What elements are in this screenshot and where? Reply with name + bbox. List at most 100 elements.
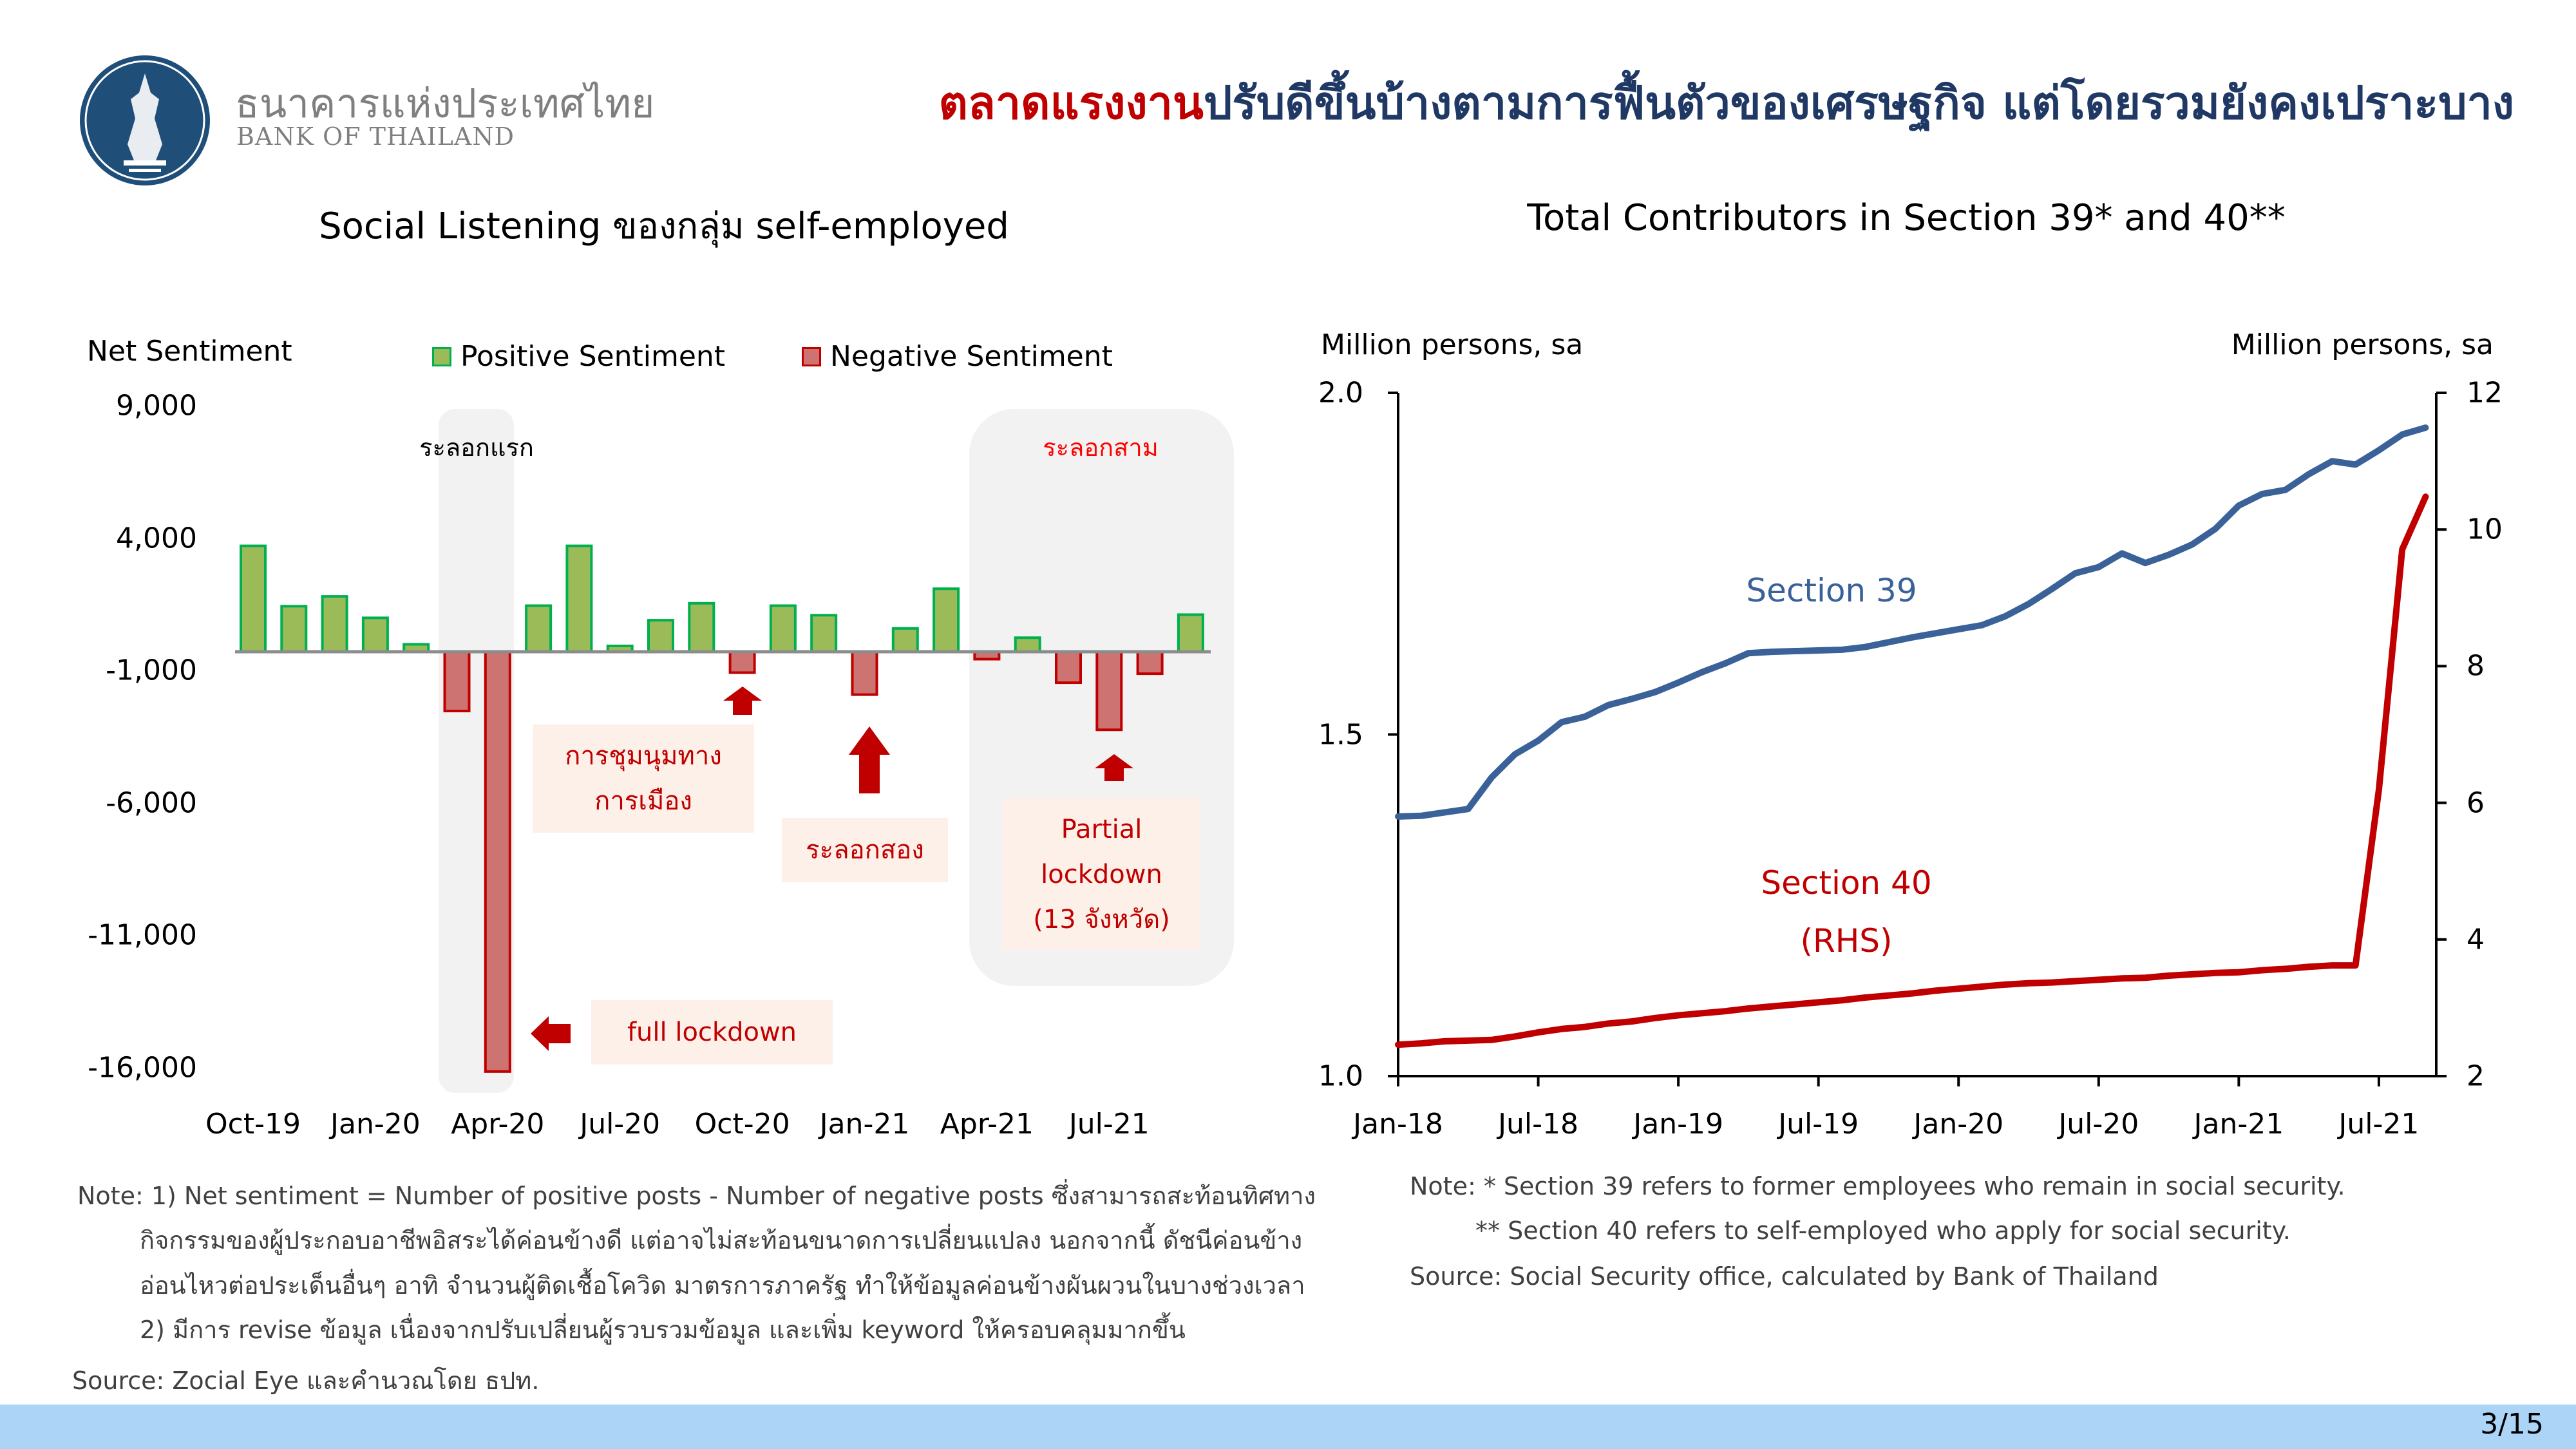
bar-Sep-21 [1177,613,1204,654]
source-left: Source: Zocial Eye และคำนวณโดย ธปท. [72,1367,540,1395]
note-left-line1: Note: 1) Net sentiment = Number of posit… [77,1182,1316,1210]
x-tick-label: Jan-20 [330,1108,421,1141]
y-tick-label: 9,000 [116,389,197,422]
right-y-tick-label: 12 [2467,376,2503,410]
x-tick-label: Jan-20 [1913,1108,2004,1141]
y-tick-label: -1,000 [106,654,197,687]
bar-Feb-21 [891,627,919,653]
arrow-up-partial-icon [1095,754,1133,781]
right-y-axis-label-right: Million persons, sa [2231,328,2494,361]
annotation-partial-line2: lockdown [1041,859,1162,889]
bar-Oct-20 [728,650,756,674]
bar-Oct-19 [240,544,267,653]
footer-bar [0,1405,2576,1449]
annotation-protest-line2: การเมือง [594,786,692,816]
x-tick-label: Jul-20 [580,1108,661,1141]
series-label-section39: Section 39 [1746,572,1917,609]
bar-Jan-21 [851,650,878,696]
bar-Nov-19 [280,605,308,653]
legend-positive-label: Positive Sentiment [460,340,726,373]
page-number: 3/15 [2480,1408,2544,1441]
legend-positive-swatch [432,346,451,366]
arrow-left-full-lockdown-icon [531,1016,571,1051]
series-label-section40: Section 40 [1761,864,1932,902]
arrow-up-protest-icon [723,687,762,715]
bank-seal-icon [80,55,210,185]
x-tick-label: Apr-20 [451,1108,545,1141]
x-tick-label: Oct-20 [694,1108,790,1141]
left-y-axis-label: Net Sentiment [87,335,292,368]
x-tick-label: Jul-20 [2058,1108,2139,1141]
bar-May-21 [1014,636,1041,653]
bar-Dec-19 [321,595,348,654]
left-y-tick-label: 2.0 [1318,376,1363,410]
annotation-full-lockdown-text: full lockdown [627,1018,797,1047]
bar-Jun-21 [1055,650,1082,685]
bar-Dec-20 [810,614,838,653]
bar-Aug-21 [1136,650,1164,676]
legend-negative-swatch [802,346,821,366]
y-tick-label: -16,000 [88,1051,197,1084]
bar-Aug-20 [647,619,674,654]
y-tick-label: 4,000 [116,522,197,555]
bar-Jan-20 [361,616,389,654]
legend-negative-label: Negative Sentiment [830,340,1113,373]
title-rest: ปรับดีขึ้นบ้างตามการฟื้นตัวของเศรษฐกิจ แ… [1203,77,2514,129]
right-y-tick-label: 6 [2467,786,2485,820]
arrow-up-second-wave-icon [849,726,890,793]
annotation-second-wave-text: ระลอกสอง [806,835,924,865]
source-right: Source: Social Security office, calculat… [1410,1262,2159,1291]
annotation-partial-line3: (13 จังหวัด) [1033,904,1170,934]
x-tick-label: Jul-19 [1778,1108,1859,1141]
shade-label-first-wave: ระลอกแรก [419,433,534,462]
x-tick-label: Jan-19 [1633,1108,1723,1141]
x-tick-label: Oct-19 [205,1108,301,1141]
bar-Mar-20 [443,650,471,713]
annotation-second-wave: ระลอกสอง [782,818,948,882]
bar-Nov-20 [769,604,797,654]
x-tick-label: Jan-18 [1353,1108,1443,1141]
right-y-axis-label-left: Million persons, sa [1321,328,1584,361]
bar-May-20 [525,604,553,654]
title-highlight: ตลาดแรงงาน [938,77,1204,129]
bar-Jun-20 [565,544,593,653]
x-tick-label: Apr-21 [940,1108,1034,1141]
right-y-tick-label: 2 [2467,1059,2485,1093]
bar-Jul-21 [1095,650,1123,732]
line-section-39 [1395,424,2429,820]
line-section-40 [1395,493,2429,1048]
slide-title: ตลาดแรงงานปรับดีขึ้นบ้างตามการฟื้นตัวของ… [938,67,2514,138]
note-left-line4: 2) มีการ revise ข้อมูล เนื่องจากปรับเปลี… [140,1316,1186,1344]
annotation-protest-line1: การชุมนุมทาง [565,741,722,771]
series-label-section40-rhs: (RHS) [1800,922,1893,960]
x-tick-label: Jan-21 [2193,1108,2284,1141]
shade-label-third-wave: ระลอกสาม [1043,433,1159,462]
bank-logo [79,54,211,187]
bank-name-thai: ธนาคารแห่งประเทศไทย [235,80,655,127]
note-left-line2: กิจกรรมของผู้ประกอบอาชีพอิสระได้ค่อนข้าง… [140,1226,1303,1255]
x-tick-label: Jan-21 [819,1108,910,1141]
legend-positive: Positive Sentiment [432,340,725,373]
annotation-partial-lockdown: Partial lockdown (13 จังหวัด) [1002,799,1201,950]
y-tick-label: -11,000 [88,918,197,952]
note-right-line1: Note: * Section 39 refers to former empl… [1410,1172,2345,1200]
x-tick-label: Jul-21 [2338,1108,2420,1141]
left-y-tick-label: 1.0 [1318,1059,1363,1093]
y-tick-label: -6,000 [106,786,197,820]
right-chart-title: Total Contributors in Section 39* and 40… [1527,197,2286,239]
annotation-protest: การชุมนุมทาง การเมือง [533,724,754,833]
bar-Apr-20 [484,650,511,1073]
bar-Mar-21 [933,587,960,654]
left-y-tick-label: 1.5 [1318,718,1363,751]
right-y-tick-label: 4 [2467,923,2485,956]
left-chart-title: Social Listening ของกลุ่ม self-employed [319,205,1009,247]
annotation-partial-line1: Partial [1061,814,1142,844]
note-left-line3: อ่อนไหวต่อประเด็นอื่นๆ อาทิ จำนวนผู้ติดเ… [140,1271,1305,1300]
right-y-tick-label: 8 [2467,649,2485,683]
bank-name-english: BANK OF THAILAND [236,122,515,151]
legend-negative: Negative Sentiment [802,340,1113,373]
annotation-full-lockdown: full lockdown [591,1000,833,1065]
x-tick-label: Jul-18 [1498,1108,1579,1141]
note-right-line2: ** Section 40 refers to self-employed wh… [1475,1217,2291,1245]
x-tick-label: Jul-21 [1068,1108,1150,1141]
